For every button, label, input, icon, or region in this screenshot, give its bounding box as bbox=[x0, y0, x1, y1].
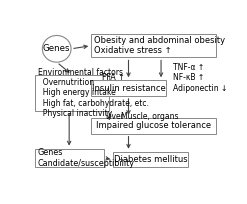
Text: TNF-α ↑
NF-κB ↑
Adiponectin ↓: TNF-α ↑ NF-κB ↑ Adiponectin ↓ bbox=[172, 63, 227, 93]
Text: Muscle, organs: Muscle, organs bbox=[121, 112, 178, 121]
FancyBboxPatch shape bbox=[91, 118, 216, 134]
Text: Liver: Liver bbox=[106, 112, 124, 121]
FancyBboxPatch shape bbox=[91, 34, 216, 58]
FancyBboxPatch shape bbox=[91, 80, 166, 96]
Text: Genes
Candidate/susceptibility: Genes Candidate/susceptibility bbox=[38, 148, 135, 168]
Text: Insulin resistance: Insulin resistance bbox=[92, 84, 165, 93]
Ellipse shape bbox=[42, 35, 71, 62]
FancyBboxPatch shape bbox=[35, 75, 109, 111]
Text: Environmental factors
  Overnutrition
  High energy intake
  High fat, carbohydr: Environmental factors Overnutrition High… bbox=[38, 68, 148, 118]
Text: Obesity and abdominal obesity
Oxidative stress ↑: Obesity and abdominal obesity Oxidative … bbox=[94, 36, 225, 55]
Text: FFA ↑: FFA ↑ bbox=[102, 73, 125, 82]
Text: Genes: Genes bbox=[43, 44, 70, 53]
Text: Impaired glucose tolerance: Impaired glucose tolerance bbox=[96, 121, 211, 130]
FancyBboxPatch shape bbox=[35, 149, 104, 167]
FancyBboxPatch shape bbox=[113, 152, 188, 167]
Text: Diabetes mellitus: Diabetes mellitus bbox=[114, 155, 187, 164]
